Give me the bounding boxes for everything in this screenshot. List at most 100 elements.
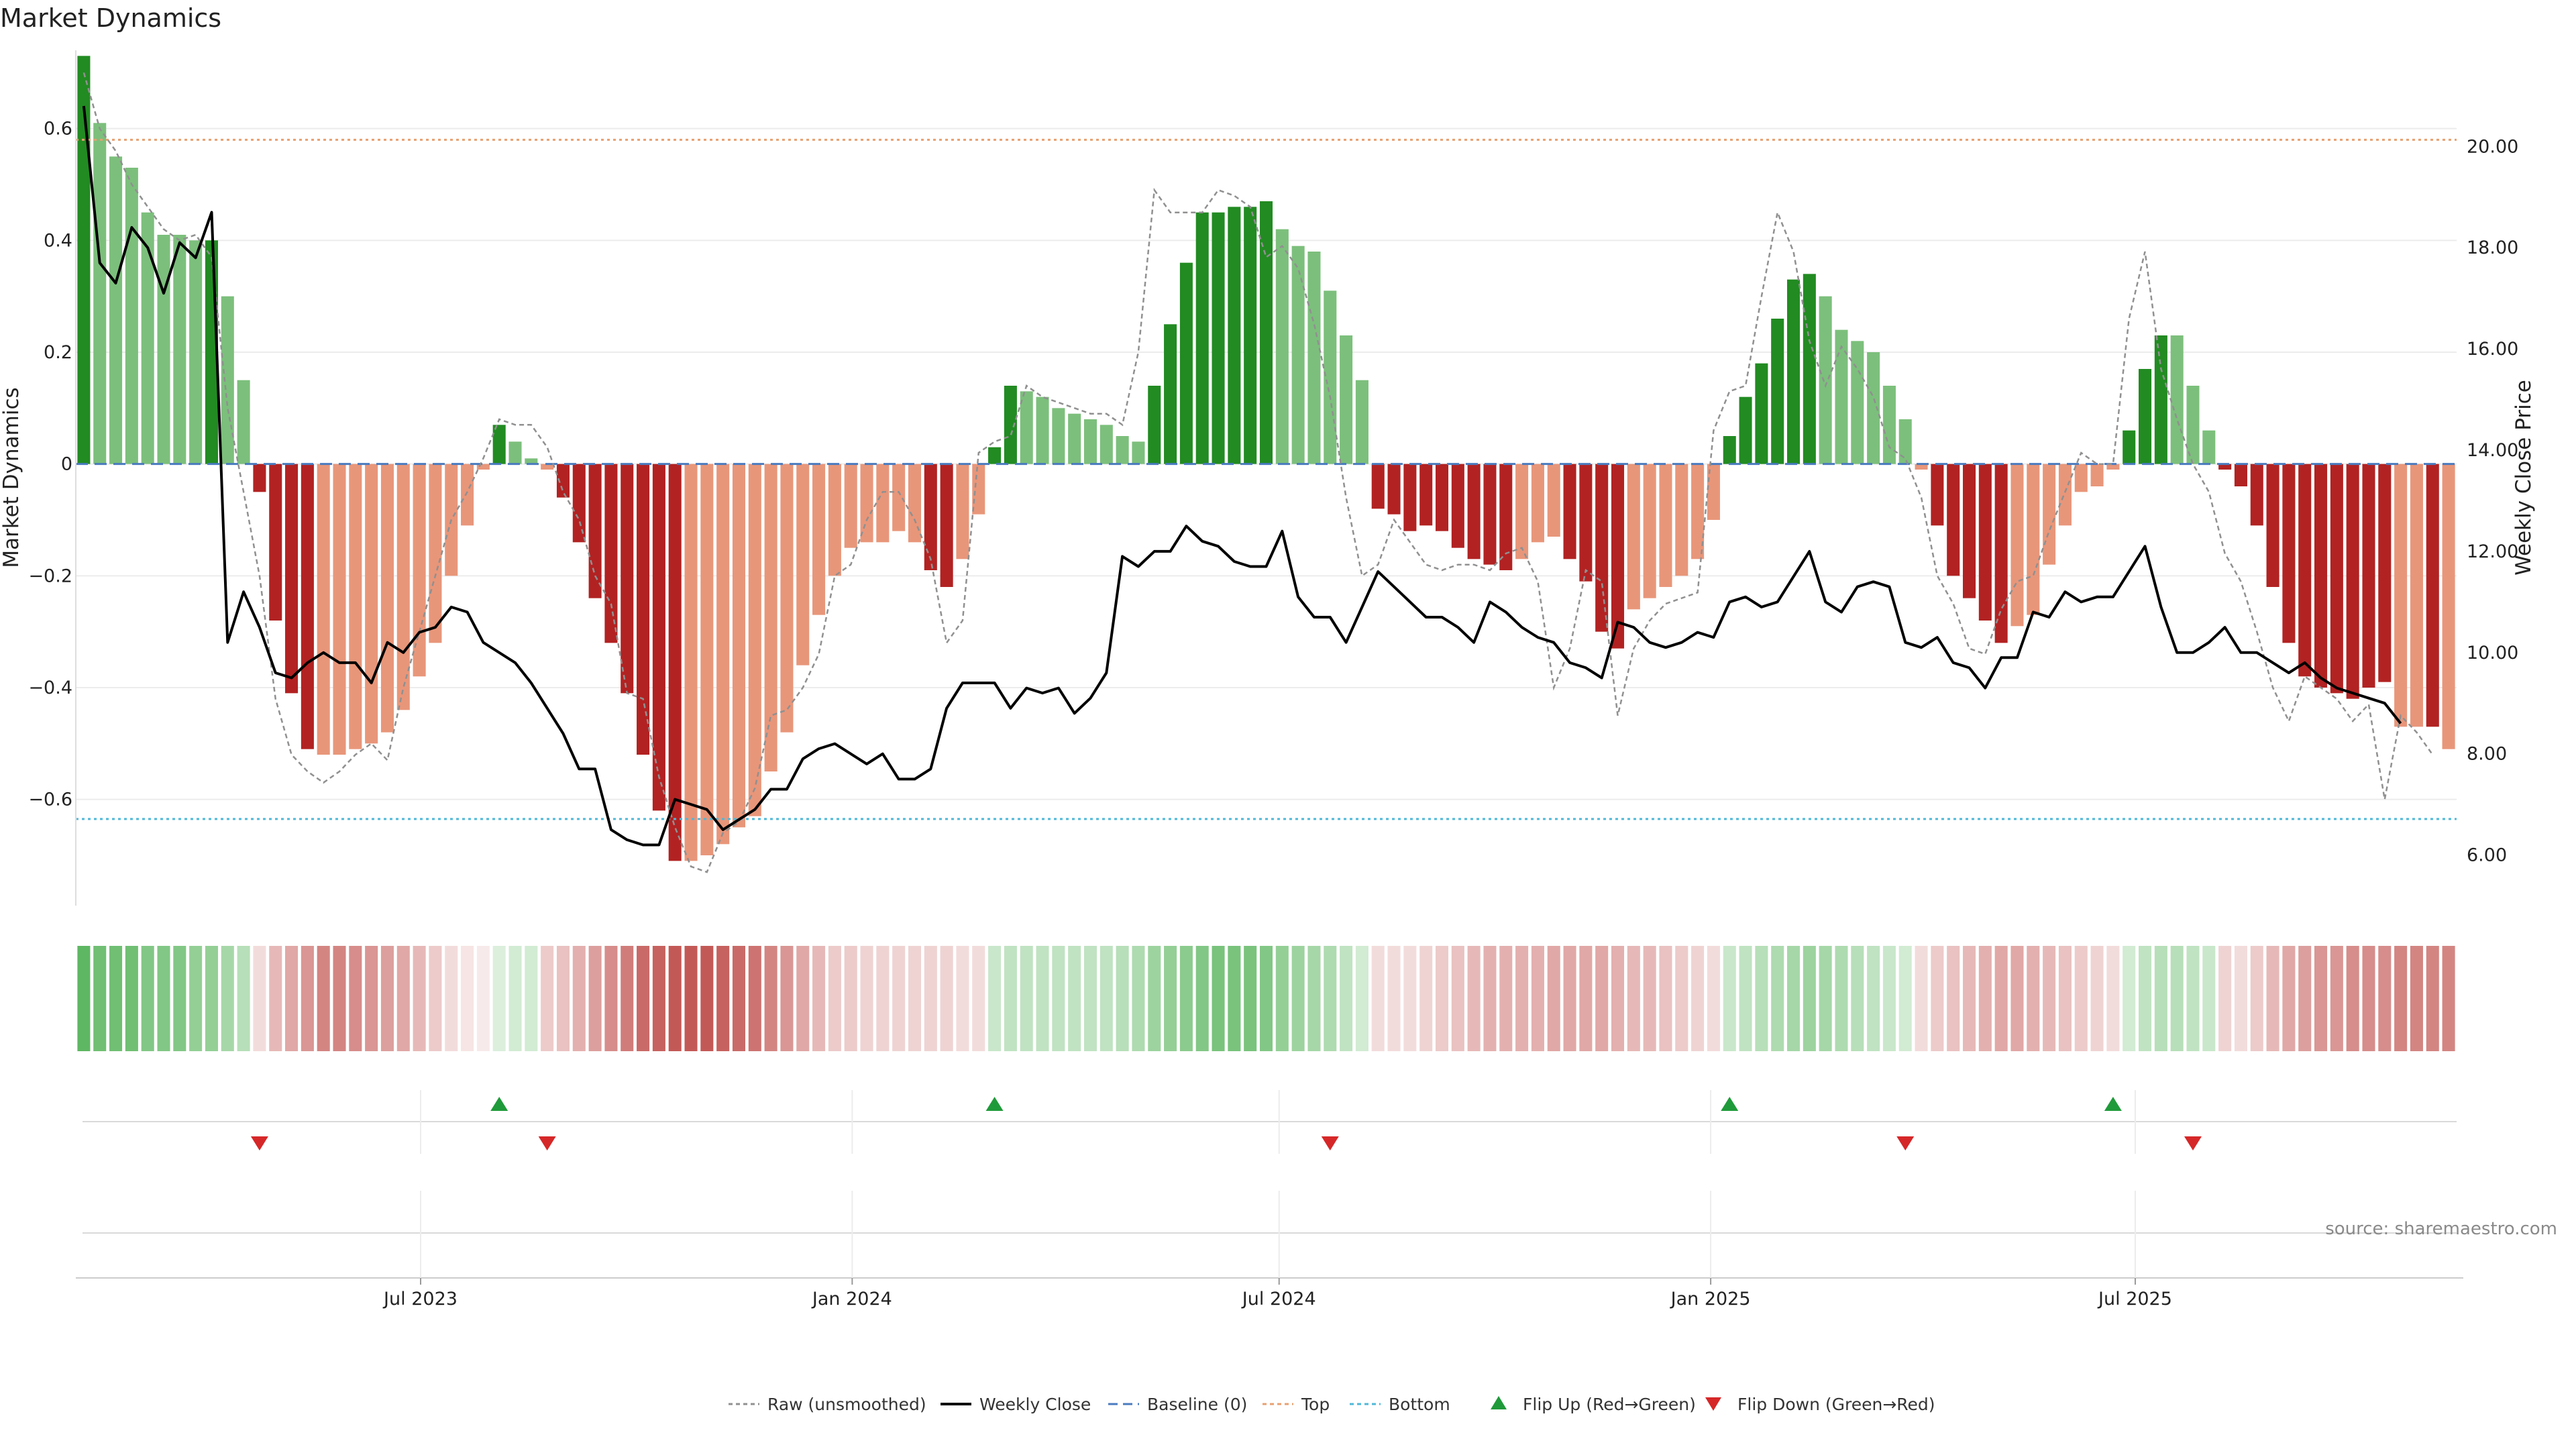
legend-item-close: Weekly Close — [941, 1395, 1091, 1414]
regime-cell — [652, 946, 665, 1051]
bar — [349, 464, 362, 749]
regime-cell — [508, 946, 522, 1051]
bar — [732, 464, 746, 828]
regime-cell — [1340, 946, 1353, 1051]
regime-cell — [2218, 946, 2232, 1051]
bar — [1403, 464, 1417, 531]
bar — [1324, 290, 1337, 464]
x-tick-label: Jul 2024 — [1241, 1289, 1316, 1309]
regime-cell — [125, 946, 138, 1051]
regime-cell — [1483, 946, 1497, 1051]
regime-cell — [109, 946, 123, 1051]
bar — [2426, 464, 2439, 727]
bar — [2346, 464, 2359, 699]
bar — [141, 212, 154, 464]
regime-cell — [445, 946, 458, 1051]
regime-cell — [2362, 946, 2375, 1051]
regime-cell — [621, 946, 634, 1051]
bar — [2362, 464, 2375, 688]
series-lines — [82, 72, 2434, 873]
regime-cell — [237, 946, 250, 1051]
y-tick-label-left: 0.4 — [44, 230, 72, 251]
regime-cell — [317, 946, 330, 1051]
weekly-close-line — [82, 105, 2402, 847]
regime-cell — [1851, 946, 1864, 1051]
regime-cell — [1451, 946, 1464, 1051]
regime-cell — [492, 946, 506, 1051]
regime-cell — [716, 946, 730, 1051]
bar — [1371, 464, 1385, 509]
bars — [77, 56, 2455, 861]
regime-cell — [1179, 946, 1193, 1051]
regime-cell — [1164, 946, 1177, 1051]
bar — [1579, 464, 1593, 582]
y-tick-label-left: 0 — [61, 454, 72, 475]
regime-cell — [1020, 946, 1033, 1051]
bar — [844, 464, 857, 548]
bar — [396, 464, 410, 710]
regime-cell — [77, 946, 91, 1051]
bar — [1148, 386, 1161, 464]
y-tick-label-right: 6.00 — [2467, 845, 2507, 866]
regime-cell — [2314, 946, 2328, 1051]
regime-cell — [1803, 946, 1816, 1051]
bar — [2058, 464, 2072, 526]
regime-cell — [1275, 946, 1289, 1051]
x-axis: Jul 2023 Jan 2024 Jul 2024 Jan 2025 Jul 2025 — [382, 1278, 2172, 1309]
regime-cell — [1627, 946, 1640, 1051]
regime-cell — [2234, 946, 2247, 1051]
bar — [892, 464, 906, 531]
regime-cell — [349, 946, 362, 1051]
regime-cell — [876, 946, 890, 1051]
regime-cell — [700, 946, 714, 1051]
x-tick-label: Jan 2024 — [811, 1289, 892, 1309]
bar — [2330, 464, 2343, 694]
bar — [1531, 464, 1544, 543]
regime-cell — [1659, 946, 1672, 1051]
y-tick-label-right: 18.00 — [2467, 237, 2518, 258]
regime-cell — [2123, 946, 2136, 1051]
bar — [1994, 464, 2008, 643]
bar — [860, 464, 873, 543]
source-note: source: sharemaestro.com — [2325, 1219, 2557, 1239]
flip-up-marker — [1721, 1097, 1739, 1111]
bar — [1515, 464, 1529, 559]
reference-lines — [76, 138, 2457, 820]
bar — [924, 464, 937, 570]
bar — [1563, 464, 1576, 559]
regime-cell — [2426, 946, 2439, 1051]
bar — [301, 464, 314, 749]
bar — [637, 464, 650, 755]
bar — [1786, 279, 1801, 464]
legend-label: Flip Up (Red→Green) — [1523, 1395, 1696, 1414]
regime-cell — [2074, 946, 2088, 1051]
regime-cell — [1819, 946, 1832, 1051]
bar — [604, 464, 618, 643]
bar — [1739, 396, 1752, 464]
regime-cell — [748, 946, 761, 1051]
regime-cell — [732, 946, 746, 1051]
regime-cell — [1435, 946, 1449, 1051]
legend-label: Bottom — [1389, 1395, 1450, 1414]
y-axis-label-left: Market Dynamics — [0, 387, 23, 568]
bar — [1195, 212, 1209, 464]
regime-cell — [1771, 946, 1784, 1051]
bar — [956, 464, 969, 559]
regime-cell — [1004, 946, 1017, 1051]
regime-cell — [1515, 946, 1529, 1051]
regime-cell — [2139, 946, 2152, 1051]
axes: −0.6 −0.4 −0.2 0 0.2 0.4 0.6 6.00 8.00 10.00 12.00… — [28, 50, 2518, 906]
bar — [1819, 296, 1832, 464]
bar — [380, 464, 394, 733]
regime-cell — [2250, 946, 2263, 1051]
bar — [221, 296, 234, 464]
bar — [2186, 386, 2200, 464]
bar — [972, 464, 985, 515]
flip-up-marker — [985, 1097, 1004, 1111]
legend: Raw (unsmoothed) Weekly Close Baseline (0)… — [729, 1395, 1935, 1414]
bar — [1595, 464, 1609, 632]
regime-cell — [429, 946, 442, 1051]
regime-cell — [1291, 946, 1305, 1051]
bar — [1675, 464, 1688, 576]
bar — [2394, 464, 2408, 727]
